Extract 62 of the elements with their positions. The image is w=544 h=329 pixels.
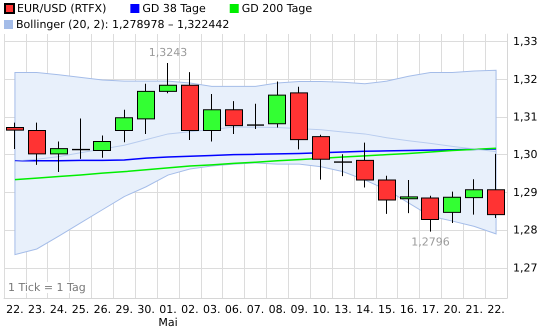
candlestick xyxy=(159,62,177,94)
candlestick xyxy=(203,93,221,142)
annotation: 1,3243 xyxy=(148,46,188,60)
x-tick-label: 15. xyxy=(378,303,396,316)
x-tick-label: 06. xyxy=(224,303,242,316)
x-tick-label: 08. xyxy=(268,303,286,316)
annotation: 1 Tick = 1 Tag xyxy=(8,281,86,294)
legend-label: GD 200 Tage xyxy=(242,2,312,15)
x-tick-label: 07. xyxy=(246,303,264,316)
y-tick-label: 1,33 xyxy=(513,35,538,48)
y-tick-label: 1,31 xyxy=(513,110,538,124)
x-tick-label: 17. xyxy=(422,303,440,316)
candlestick xyxy=(465,178,483,216)
line-series xyxy=(14,148,497,180)
candlestick xyxy=(6,122,24,150)
x-tick-label: 22. xyxy=(487,303,505,316)
candlestick xyxy=(487,153,505,219)
annotation: 1,2796 xyxy=(411,236,450,249)
x-tick-label: 22. xyxy=(6,303,24,316)
x-tick-label: 20. xyxy=(444,303,462,316)
y-tick-label: 1,29 xyxy=(513,186,538,199)
line-series xyxy=(14,148,497,162)
x-tick-label: 03. xyxy=(203,303,221,316)
x-tick-label: 10. xyxy=(312,303,330,316)
candlestick xyxy=(50,140,68,173)
y-tick-label: 1,30 xyxy=(513,148,538,162)
x-tick-label: 09. xyxy=(290,303,308,316)
candlestick xyxy=(312,134,330,180)
legend-label: GD 38 Tage xyxy=(142,2,206,15)
x-tick-label: 24. xyxy=(50,303,68,316)
candlestick xyxy=(72,118,90,160)
candlestick xyxy=(400,179,418,214)
candlestick xyxy=(115,109,133,143)
y-tick-label: 1,32 xyxy=(513,72,538,86)
candlestick xyxy=(356,142,374,188)
x-tick-label: 01. Mai xyxy=(158,303,178,329)
x-tick-label: 16. xyxy=(400,303,418,316)
candlestick xyxy=(421,195,439,232)
x-tick-label: 25. xyxy=(72,303,90,316)
y-tick-label: 1,27 xyxy=(513,261,538,274)
candlestick xyxy=(247,103,264,130)
candlestick xyxy=(93,134,111,158)
x-tick-label: 26. xyxy=(94,303,112,316)
legend-label: EUR/USD (RTFX) xyxy=(17,2,106,15)
x-tick-label: 29. xyxy=(116,303,134,316)
candlestick xyxy=(378,175,396,214)
candlestick xyxy=(334,154,352,177)
candlestick xyxy=(443,191,461,224)
candlestick xyxy=(268,81,286,128)
x-tick-label: 21. xyxy=(465,303,483,316)
x-tick-label: 14. xyxy=(356,303,374,316)
y-tick-label: 1,28 xyxy=(513,224,538,237)
x-tick-label: 30. xyxy=(137,303,155,316)
legend-label: Bollinger (20, 2): 1,278978 – 1,322442 xyxy=(16,18,230,31)
x-tick-label: 13. xyxy=(334,303,352,316)
x-tick-label: 02. xyxy=(181,303,199,316)
x-tick-label: 23. xyxy=(28,303,46,316)
candlestick xyxy=(225,100,243,134)
candlestick xyxy=(137,83,155,134)
candlestick xyxy=(181,72,199,140)
candlestick xyxy=(28,122,46,166)
candlestick xyxy=(290,86,308,150)
